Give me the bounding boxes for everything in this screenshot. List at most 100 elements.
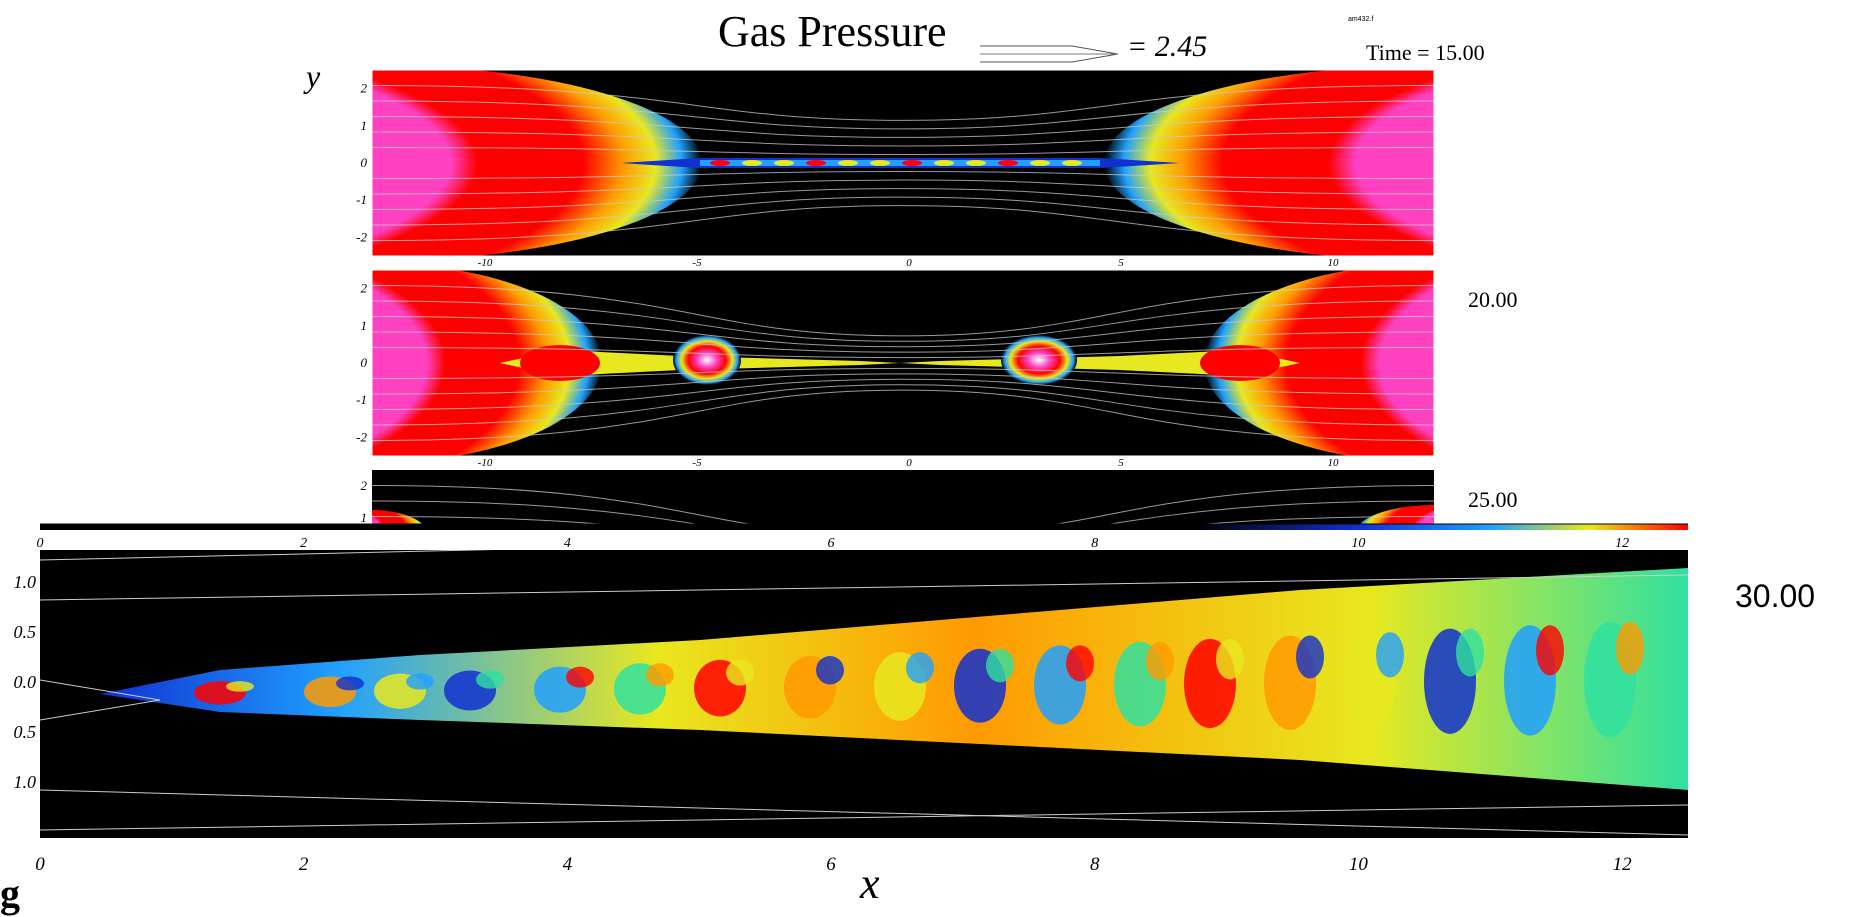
y-tick-label: 1 [361,510,368,525]
field-lines [40,550,1688,836]
vector-scale-label: = 2.45 [1127,30,1208,63]
x-tick-label: 2 [299,854,309,875]
shock-cell [1216,638,1244,680]
pressure-lobe-right [1104,70,1434,256]
y-tick-label: 1.0 [14,572,37,592]
field-line [372,171,1434,179]
field-line [372,532,1434,552]
field-line [372,500,1434,526]
jet-knot [966,160,986,166]
x-tick-label: 10 [1328,257,1340,269]
y-tick-label: -1 [356,192,367,207]
jet-knot [742,160,762,166]
shock-cells [194,621,1644,738]
x-tick-label: 5 [1118,257,1124,269]
jet-knot [870,160,890,166]
jet-knot [806,160,826,166]
field-line [372,205,1434,241]
pressure-lobe-right [1357,505,1434,526]
field-line [40,550,496,561]
x-tick-label-top: 0 [37,536,44,551]
field-line [40,804,1688,831]
field-line [372,131,1434,147]
shock-cell [1376,632,1404,678]
time-value-25: 25.00 [1468,487,1518,512]
jet-knot [1030,160,1050,166]
shock-cell [1536,625,1564,676]
panel-time-30 [40,550,1688,838]
field-line [372,347,1434,359]
field-line [372,100,1434,130]
x-tick-label-top: 10 [1351,536,1365,551]
jet-knot [774,160,794,166]
panel-time-25 [372,470,1434,552]
y-tick-label: -2 [356,229,367,244]
shock-cell [226,681,254,692]
figure-mark: g [0,871,20,916]
shock-cell [1066,645,1094,682]
time-value-15: 15.00 [1435,40,1485,65]
field-line [372,196,1434,226]
y-tick-label: -1 [356,392,367,407]
y-tick-label: 1 [361,118,368,133]
jet-head-right [1200,345,1280,381]
shock-cell [1616,621,1644,675]
field-line [372,179,1434,195]
pressure-lobe-left [372,70,702,256]
field-line [372,367,1434,379]
shock-cell [336,676,364,691]
x-tick-label: -5 [692,257,702,269]
jet-knot [1062,160,1082,166]
field-line [372,373,1434,395]
field-line [372,285,1434,337]
field-line [40,679,161,721]
x-tick-label-top: 4 [564,536,571,551]
shock-cell [1296,635,1324,679]
x-tick-label: 10 [1328,457,1340,469]
x-tick-label: 0 [906,457,912,469]
y-tick-label: 1.0 [14,772,37,792]
panel-time-15 [371,69,1435,257]
colorbar [40,524,1688,530]
y-tick-label: 0.0 [14,672,37,692]
jet-knot [902,160,922,166]
shock-cell [476,670,504,689]
panel-time-20 [371,269,1435,457]
field-line [372,188,1434,210]
chart-title: Gas Pressure [718,7,947,56]
y-tick-label: 0 [361,155,368,170]
pressure-lobe-left [372,510,426,526]
field-line [372,378,1434,410]
jet-knot [934,160,954,166]
x-tick-label: 8 [1090,854,1100,875]
jet-knots [710,160,1082,166]
jet-knot [838,160,858,166]
file-tag: am432.f [1348,16,1374,23]
y-tick-label: 2 [361,478,368,493]
time-label: Time = 15.00 [1366,40,1485,66]
x-tick-label: -10 [478,257,493,269]
field-line [372,485,1434,526]
shock-cell [1456,628,1484,677]
x-tick-label: -5 [692,457,702,469]
x-tick-label: 6 [826,854,836,875]
y-tick-label: -2 [356,429,367,444]
x-tick-label: 5 [1118,457,1124,469]
x-axis-label: x [860,859,880,908]
jet-knot [710,160,730,166]
time-prefix: Time = [1366,40,1436,65]
field-line [40,789,1688,836]
jet-right [900,350,1300,376]
x-tick-label: 0 [35,854,45,875]
panel-3-bg [372,470,1434,526]
x-tick-label: 4 [563,854,573,875]
x-tick-label: -10 [478,457,493,469]
x-tick-label: 12 [1613,854,1633,875]
jet-knot [998,160,1018,166]
y-tick-label: 0 [361,355,368,370]
field-line [372,384,1434,426]
field-line [372,116,1434,138]
x-tick-label-top: 2 [300,536,307,551]
